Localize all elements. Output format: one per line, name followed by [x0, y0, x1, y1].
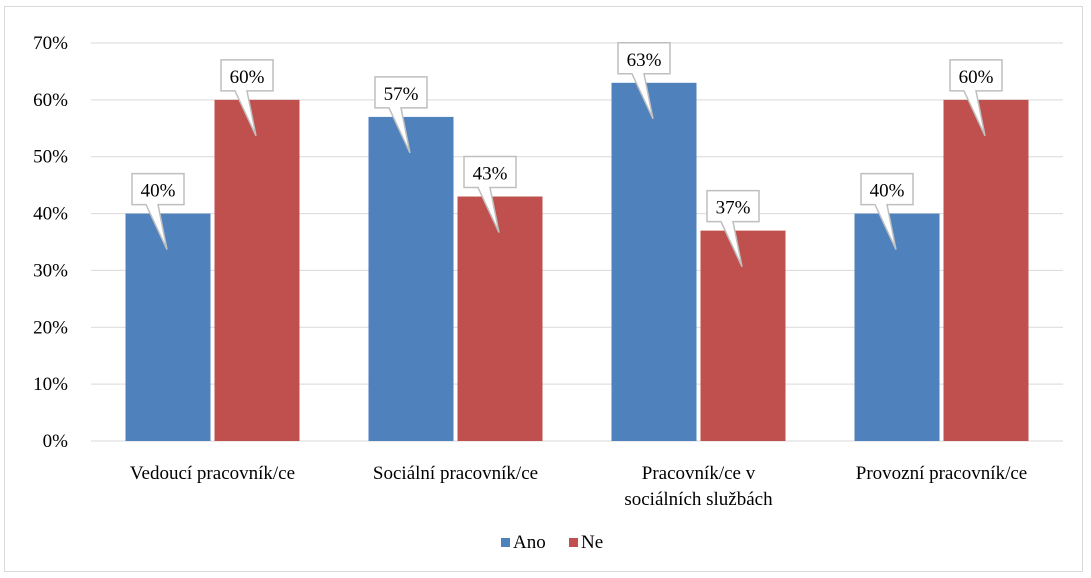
bar-ano: [854, 213, 940, 441]
data-label: 37%: [716, 198, 751, 219]
y-tick-label: 30%: [33, 260, 68, 281]
data-label-callout: [374, 76, 428, 154]
data-label-callout: [131, 172, 185, 250]
data-label-callout: [617, 42, 671, 120]
data-label-callout: [706, 189, 760, 267]
data-label: 60%: [230, 67, 265, 88]
y-tick-label: 10%: [33, 374, 68, 395]
bar-ne: [700, 230, 786, 441]
x-category-label: Sociální pracovník/ce: [373, 463, 538, 484]
legend-label-ne: Ne: [581, 532, 603, 553]
data-label: 43%: [473, 164, 508, 185]
y-tick-label: 50%: [33, 147, 68, 168]
bar-ano: [125, 213, 211, 441]
data-label-callout: [220, 59, 274, 137]
data-label-callout: [860, 172, 914, 250]
y-tick-label: 70%: [33, 33, 68, 54]
x-category-label: Vedoucí pracovník/ce: [130, 463, 295, 484]
y-tick-label: 60%: [33, 90, 68, 111]
data-label-callout: [949, 59, 1003, 137]
bar-ne: [214, 99, 300, 441]
bar-ano: [611, 82, 697, 442]
data-label: 40%: [141, 181, 176, 202]
data-label-callout: [463, 155, 517, 233]
x-category-label: Provozní pracovník/ce: [856, 463, 1027, 484]
data-label: 57%: [384, 84, 419, 105]
data-label: 63%: [627, 50, 662, 71]
y-tick-label: 0%: [43, 431, 69, 452]
legend-label-ano: Ano: [513, 532, 546, 553]
y-tick-label: 40%: [33, 204, 68, 225]
data-label: 60%: [959, 67, 994, 88]
bar-ano: [368, 116, 454, 442]
legend-swatch-ano: [501, 538, 510, 547]
legend-swatch-ne: [569, 538, 578, 547]
x-category-label: Pracovník/ce v: [642, 463, 756, 484]
x-category-label: sociálních službách: [624, 489, 773, 510]
bar-ne: [457, 196, 543, 441]
bar-ne: [943, 99, 1029, 441]
data-label: 40%: [870, 181, 905, 202]
y-tick-label: 20%: [33, 317, 68, 338]
